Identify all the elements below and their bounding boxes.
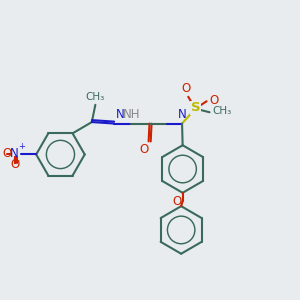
Text: O: O (181, 82, 190, 95)
Text: O: O (2, 147, 11, 160)
Text: CH₃: CH₃ (212, 106, 232, 116)
Text: +: + (18, 142, 25, 151)
Text: O: O (173, 195, 182, 208)
Text: N: N (116, 108, 125, 121)
Text: N: N (10, 147, 19, 160)
Text: O: O (10, 158, 19, 171)
Text: O: O (210, 94, 219, 107)
Text: ⁻: ⁻ (15, 158, 20, 168)
Text: NH: NH (122, 108, 140, 121)
Text: N: N (178, 108, 186, 121)
Text: CH₃: CH₃ (86, 92, 105, 102)
Text: S: S (190, 101, 200, 114)
Text: O: O (140, 143, 149, 156)
